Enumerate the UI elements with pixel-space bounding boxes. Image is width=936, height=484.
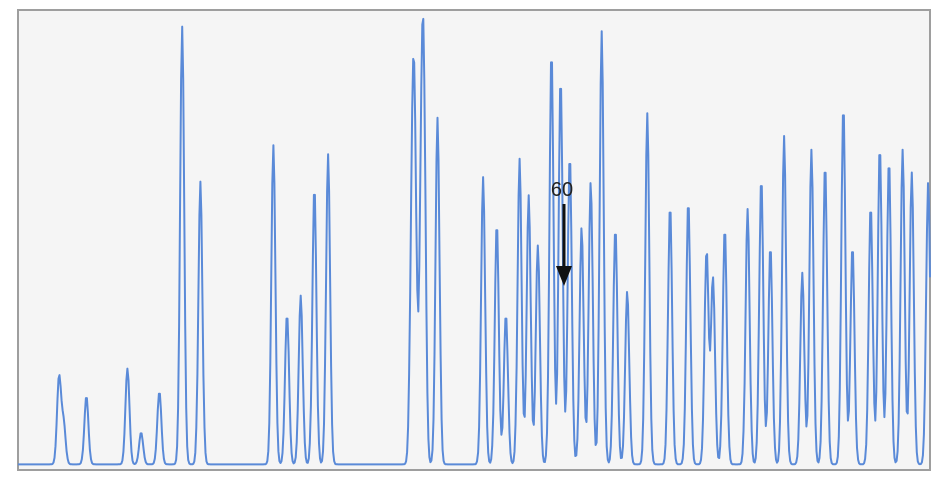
- annotation-arrowhead-icon: [556, 266, 572, 286]
- annotation-label: 60: [551, 179, 573, 201]
- annotation-60: 60: [551, 179, 573, 286]
- plot-background: [17, 9, 931, 471]
- trace-line: [18, 17, 931, 466]
